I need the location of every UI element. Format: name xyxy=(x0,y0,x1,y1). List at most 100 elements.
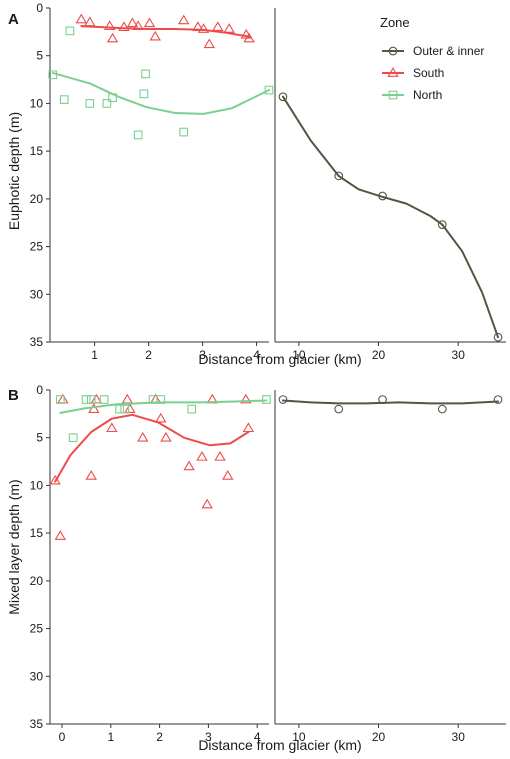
panel-b-x-axis-title: Distance from glacier (km) xyxy=(198,737,361,753)
panel-a-y-tick-label: 20 xyxy=(30,192,44,206)
data-point-south xyxy=(201,498,213,509)
data-point-south xyxy=(222,470,234,480)
panel-a-y-tick-label: 10 xyxy=(30,96,44,110)
data-point-south xyxy=(243,32,255,43)
panel-b-y-tick-label: 15 xyxy=(30,526,44,540)
series-north-smooth-line xyxy=(59,399,268,414)
data-point-south xyxy=(149,30,161,41)
panel-b-y-tick-label: 5 xyxy=(36,431,43,445)
data-point-north xyxy=(59,95,69,104)
panel-b-y-tick-label: 10 xyxy=(30,478,44,492)
panel-a-facet-far: 10 20 30 xyxy=(274,8,506,362)
data-point-north xyxy=(139,89,149,99)
data-point-outer-inner xyxy=(493,395,503,404)
panel-a-far-x-tick-label: 20 xyxy=(372,348,386,362)
legend-label-south: South xyxy=(413,66,444,80)
panel-b-plot-area xyxy=(49,393,503,540)
panel-a-near-x-tick-label: 3 xyxy=(199,348,206,362)
data-point-south xyxy=(212,21,224,31)
panel-a-x-axis-title: Distance from glacier (km) xyxy=(198,351,361,367)
data-point-south xyxy=(183,460,195,471)
panel-b-far-x-tick-label: 20 xyxy=(372,730,386,744)
legend-key-marker-south xyxy=(387,67,399,77)
data-point-south xyxy=(160,431,172,442)
data-point-north xyxy=(120,404,130,414)
data-point-north xyxy=(85,99,95,108)
series-south-smooth-line xyxy=(54,413,250,483)
data-point-south xyxy=(155,412,167,423)
legend-title: Zone xyxy=(380,15,410,30)
panel-b-far-x-tick-label: 30 xyxy=(452,730,466,744)
data-point-north xyxy=(264,85,274,95)
data-point-north xyxy=(48,70,58,80)
panel-a-near-x-tick-label: 2 xyxy=(145,348,152,362)
data-point-south xyxy=(104,20,116,31)
panel-b-near-x-tick-label: 0 xyxy=(59,730,66,744)
data-point-north xyxy=(187,404,197,414)
data-point-south xyxy=(85,470,97,480)
panel-b-y-tick-label: 20 xyxy=(30,574,44,588)
legend-key-marker-outer-inner xyxy=(388,46,398,56)
data-point-north xyxy=(115,404,124,414)
legend: Zone Outer & inner South North xyxy=(380,15,484,102)
data-point-north xyxy=(156,395,166,404)
panel-a-plot-area xyxy=(48,13,503,342)
panel-a-far-x-tick-label: 10 xyxy=(292,348,306,362)
legend-label-north: North xyxy=(413,88,442,102)
data-point-south xyxy=(143,17,156,28)
panel-b-facet-far: 10 20 30 xyxy=(274,390,506,744)
panel-a-far-x-tick-label: 30 xyxy=(452,348,466,362)
panel-a-y-tick-label: 15 xyxy=(30,144,44,158)
data-point-south xyxy=(132,20,144,31)
data-point-south xyxy=(192,21,204,31)
data-point-north xyxy=(81,395,91,404)
data-point-outer-inner xyxy=(378,191,387,201)
data-point-north xyxy=(133,130,143,140)
data-point-south xyxy=(214,450,226,461)
data-point-outer-inner xyxy=(334,404,344,414)
data-point-north xyxy=(68,433,78,443)
panel-b-y-tick-label: 35 xyxy=(30,717,44,731)
data-point-outer-inner xyxy=(437,404,447,414)
data-point-north xyxy=(65,26,75,36)
series-outer-inner-smooth-line xyxy=(282,399,499,405)
panel-a-near-x-tick-label: 1 xyxy=(91,348,98,362)
series-north-smooth-line xyxy=(51,71,270,115)
data-point-south xyxy=(106,32,119,43)
panel-b-label: B xyxy=(8,387,19,404)
data-point-south xyxy=(106,422,118,433)
legend-key-marker-north xyxy=(388,90,398,100)
data-point-south xyxy=(75,13,87,24)
data-point-north xyxy=(179,127,189,137)
panel-a-y-tick-label: 5 xyxy=(36,49,43,63)
panel-b-near-x-tick-label: 3 xyxy=(205,730,212,744)
data-point-north xyxy=(86,395,96,404)
data-point-south xyxy=(203,38,215,49)
data-point-north xyxy=(99,395,109,404)
data-point-south xyxy=(54,530,67,540)
data-point-south xyxy=(49,474,61,485)
data-point-south xyxy=(118,21,130,31)
data-point-south xyxy=(126,17,139,28)
panel-b-facet-near: 0 1 2 3 4 xyxy=(49,390,269,744)
data-point-south xyxy=(223,23,235,33)
panel-b-y-tick-label: 0 xyxy=(36,383,43,397)
panel-a-y-tick-label: 30 xyxy=(30,287,44,301)
panel-a-label: A xyxy=(8,11,19,28)
panel-b-y-ticks: 0 5 10 15 20 25 30 35 xyxy=(30,383,50,731)
data-point-outer-inner xyxy=(437,220,447,229)
data-point-south xyxy=(197,23,210,33)
panel-a-near-x-tick-label: 4 xyxy=(253,348,260,362)
legend-keys xyxy=(382,46,404,100)
panel-b: B Mixed layer depth (m) Distance from gl… xyxy=(6,383,506,753)
data-point-north xyxy=(55,395,65,404)
panel-b-near-x-tick-label: 1 xyxy=(107,730,114,744)
panel-a-y-tick-label: 25 xyxy=(30,240,44,254)
data-point-south xyxy=(177,14,190,25)
panel-b-near-x-tick-label: 2 xyxy=(156,730,163,744)
panel-a-y-axis-title: Euphotic depth (m) xyxy=(6,112,22,230)
data-point-south xyxy=(240,393,252,404)
panel-a-y-ticks: 0 5 10 15 20 25 30 35 xyxy=(30,1,50,349)
data-point-north xyxy=(102,99,112,108)
